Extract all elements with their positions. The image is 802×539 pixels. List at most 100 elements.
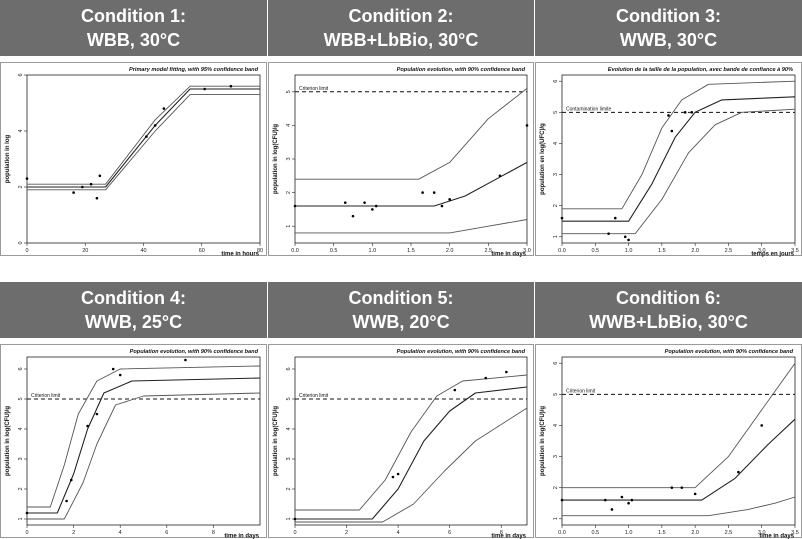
x-axis-label: time in days bbox=[491, 252, 526, 258]
data-point bbox=[614, 217, 617, 220]
chart-title: Population evolution, with 90% confidenc… bbox=[397, 349, 526, 355]
x-tick-label: 2.0 bbox=[691, 248, 699, 254]
data-point bbox=[441, 205, 444, 208]
condition-panel-3: Condition 3: WWB, 30°C Evolution de la t… bbox=[535, 0, 802, 256]
data-point bbox=[621, 496, 624, 499]
data-point bbox=[694, 493, 697, 496]
x-tick-label: 0 bbox=[25, 530, 28, 536]
y-tick-label: 2 bbox=[18, 185, 24, 188]
data-point bbox=[526, 124, 529, 127]
series-line-1 bbox=[562, 363, 795, 488]
data-point bbox=[184, 359, 187, 362]
x-tick-label: 4 bbox=[397, 530, 400, 536]
data-point bbox=[433, 191, 436, 194]
condition-panel-5: Condition 5: WWB, 20°C Population evolut… bbox=[268, 282, 534, 538]
x-tick-label: 2.0 bbox=[691, 530, 699, 536]
plot-frame bbox=[295, 75, 527, 243]
chart-title: Population evolution, with 90% confidenc… bbox=[397, 67, 526, 73]
x-tick-label: 2.0 bbox=[446, 248, 454, 254]
x-axis-label: time in days bbox=[491, 534, 526, 539]
data-point bbox=[154, 124, 157, 127]
x-tick-label: 0.0 bbox=[291, 248, 299, 254]
condition-header: Condition 3: WWB, 30°C bbox=[535, 0, 802, 56]
y-tick-label: 4 bbox=[18, 129, 24, 132]
data-point bbox=[363, 201, 366, 204]
plot-area: Evolution de la taille de la population,… bbox=[535, 62, 802, 256]
condition-number: Condition 3: bbox=[535, 4, 802, 28]
x-axis-label: time in days bbox=[759, 534, 794, 539]
data-point bbox=[624, 235, 627, 238]
plot-frame bbox=[27, 75, 260, 243]
x-tick-label: 1.5 bbox=[658, 530, 666, 536]
data-point bbox=[230, 85, 233, 88]
data-point bbox=[352, 215, 355, 218]
x-tick-label: 6 bbox=[165, 530, 168, 536]
data-point bbox=[70, 479, 73, 482]
x-tick-label: 1.5 bbox=[407, 248, 415, 254]
y-tick-label: 4 bbox=[18, 427, 24, 430]
x-tick-label: 2.5 bbox=[725, 530, 733, 536]
x-tick-label: 2.5 bbox=[725, 248, 733, 254]
chart-title: Evolution de la taille de la population,… bbox=[608, 67, 793, 73]
series-line-1 bbox=[27, 366, 260, 507]
condition-panel-4: Condition 4: WWB, 25°C Population evolut… bbox=[0, 282, 267, 538]
data-point bbox=[454, 389, 457, 392]
chart-svg: Population evolution, with 90% confidenc… bbox=[536, 345, 802, 539]
x-tick-label: 0 bbox=[293, 530, 296, 536]
limit-label: Criterion limit bbox=[31, 393, 61, 399]
y-tick-label: 1 bbox=[18, 517, 24, 520]
condition-panel-6: Condition 6: WWB+LbBio, 30°C Population … bbox=[535, 282, 802, 538]
chart-svg: Primary model fitting, with 95% confiden… bbox=[1, 63, 268, 257]
condition-number: Condition 5: bbox=[268, 286, 534, 310]
data-point bbox=[684, 111, 687, 114]
data-point bbox=[484, 377, 487, 380]
x-tick-label: 40 bbox=[140, 248, 146, 254]
x-axis-label: temps en jours bbox=[751, 252, 794, 258]
plot-frame bbox=[27, 357, 260, 525]
y-tick-label: 2 bbox=[286, 191, 292, 194]
data-point bbox=[627, 502, 630, 505]
data-point bbox=[561, 499, 564, 502]
y-tick-label: 3 bbox=[553, 173, 559, 176]
data-point bbox=[65, 500, 68, 503]
chart-title: Primary model fitting, with 95% confiden… bbox=[129, 67, 259, 73]
data-point bbox=[604, 499, 607, 502]
data-point bbox=[112, 368, 115, 371]
data-point bbox=[760, 424, 763, 427]
limit-label: Criterion limit bbox=[299, 393, 329, 399]
data-point bbox=[421, 191, 424, 194]
data-point bbox=[561, 217, 564, 220]
y-tick-label: 6 bbox=[18, 73, 24, 76]
y-tick-label: 2 bbox=[553, 204, 559, 207]
plot-frame bbox=[295, 357, 527, 525]
data-point bbox=[667, 114, 670, 117]
limit-label: Criterion limit bbox=[566, 388, 596, 394]
y-tick-label: 1 bbox=[553, 517, 559, 520]
y-tick-label: 6 bbox=[286, 367, 292, 370]
y-tick-label: 3 bbox=[553, 455, 559, 458]
series-line-1 bbox=[295, 88, 527, 179]
data-point bbox=[392, 476, 395, 479]
y-tick-label: 5 bbox=[18, 397, 24, 400]
x-axis-label: time in days bbox=[224, 534, 259, 539]
condition-description: WBB, 30°C bbox=[0, 28, 267, 52]
data-point bbox=[26, 177, 29, 180]
x-tick-label: 2 bbox=[345, 530, 348, 536]
y-tick-label: 6 bbox=[18, 367, 24, 370]
y-tick-label: 4 bbox=[286, 124, 292, 127]
series-line-2 bbox=[295, 387, 527, 519]
data-point bbox=[627, 239, 630, 242]
y-axis-label: population en log(UFC)/g bbox=[540, 123, 546, 195]
x-tick-label: 6 bbox=[448, 530, 451, 536]
x-tick-label: 2 bbox=[72, 530, 75, 536]
x-tick-label: 1.5 bbox=[658, 248, 666, 254]
series-line-3 bbox=[562, 109, 795, 234]
series-line-3 bbox=[27, 393, 260, 519]
series-line-3 bbox=[27, 95, 260, 190]
data-point bbox=[96, 197, 99, 200]
condition-number: Condition 6: bbox=[535, 286, 802, 310]
y-tick-label: 4 bbox=[286, 427, 292, 430]
data-point bbox=[145, 135, 148, 138]
y-tick-label: 3 bbox=[286, 457, 292, 460]
plot-frame bbox=[562, 75, 795, 243]
